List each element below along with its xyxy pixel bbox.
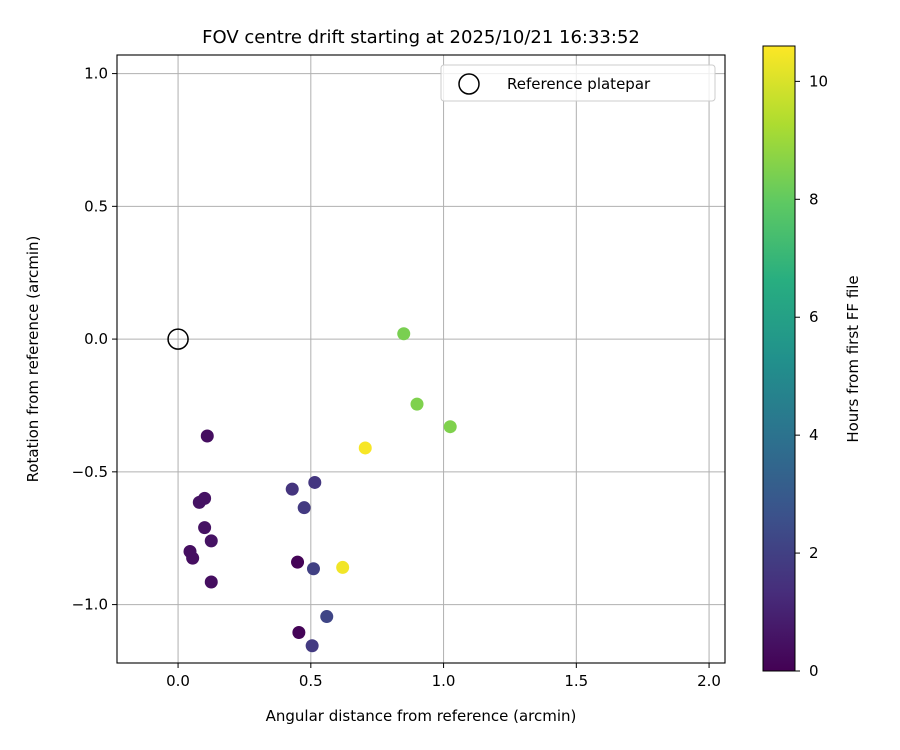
scatter-point xyxy=(443,420,457,434)
chart-title: FOV centre drift starting at 2025/10/21 … xyxy=(202,27,640,48)
colorbar: 0 2 4 6 8 10 Hours from first FF file xyxy=(762,45,862,680)
x-tick-label: 0.0 xyxy=(166,672,190,690)
grid xyxy=(117,55,725,663)
colorbar-tick-label: 6 xyxy=(809,308,819,326)
colorbar-gradient xyxy=(762,45,796,672)
x-axis-ticks: 0.0 0.5 1.0 1.5 2.0 xyxy=(166,663,721,690)
scatter-point xyxy=(305,639,319,653)
scatter-point xyxy=(198,491,212,505)
x-tick-label: 0.5 xyxy=(299,672,323,690)
colorbar-label: Hours from first FF file xyxy=(844,275,862,442)
y-axis-label: Rotation from reference (arcmin) xyxy=(24,236,42,483)
legend: Reference platepar xyxy=(440,64,716,102)
scatter-point xyxy=(297,501,311,515)
x-axis-label: Angular distance from reference (arcmin) xyxy=(266,707,577,725)
colorbar-tick-label: 0 xyxy=(809,662,819,680)
y-axis-ticks: −1.0 −0.5 0.0 0.5 1.0 xyxy=(72,65,117,614)
scatter-point xyxy=(358,441,372,455)
scatter-point xyxy=(320,610,334,624)
y-tick-label: 1.0 xyxy=(84,65,108,83)
colorbar-tick-label: 10 xyxy=(809,72,828,90)
colorbar-tick-label: 4 xyxy=(809,426,819,444)
scatter-point xyxy=(200,429,214,443)
reference-platepar-marker xyxy=(167,328,189,350)
scatter-point xyxy=(397,327,411,341)
colorbar-tick-label: 2 xyxy=(809,544,819,562)
y-tick-label: −1.0 xyxy=(72,596,108,614)
scatter-point xyxy=(291,555,305,569)
scatter-point xyxy=(336,560,350,574)
colorbar-ticks: 0 2 4 6 8 10 xyxy=(795,72,828,680)
legend-box xyxy=(440,64,716,102)
data-points xyxy=(183,327,457,653)
reference-marker-group xyxy=(167,328,189,350)
y-tick-label: 0.0 xyxy=(84,330,108,348)
x-tick-label: 1.5 xyxy=(564,672,588,690)
scatter-point xyxy=(198,521,212,535)
scatter-point xyxy=(204,534,218,548)
scatter-point xyxy=(186,551,200,565)
legend-label: Reference platepar xyxy=(507,75,651,93)
scatter-point xyxy=(410,397,424,411)
scatter-point xyxy=(308,475,322,489)
scatter-point xyxy=(285,482,299,496)
scatter-point xyxy=(306,562,320,576)
x-tick-label: 1.0 xyxy=(432,672,456,690)
y-tick-label: 0.5 xyxy=(84,197,108,215)
scatter-point xyxy=(292,625,306,639)
scatter-point xyxy=(204,575,218,589)
x-tick-label: 2.0 xyxy=(697,672,721,690)
colorbar-tick-label: 8 xyxy=(809,190,819,208)
plot-area-frame xyxy=(116,54,726,664)
y-tick-label: −0.5 xyxy=(72,463,108,481)
legend-reference-marker xyxy=(458,73,480,95)
